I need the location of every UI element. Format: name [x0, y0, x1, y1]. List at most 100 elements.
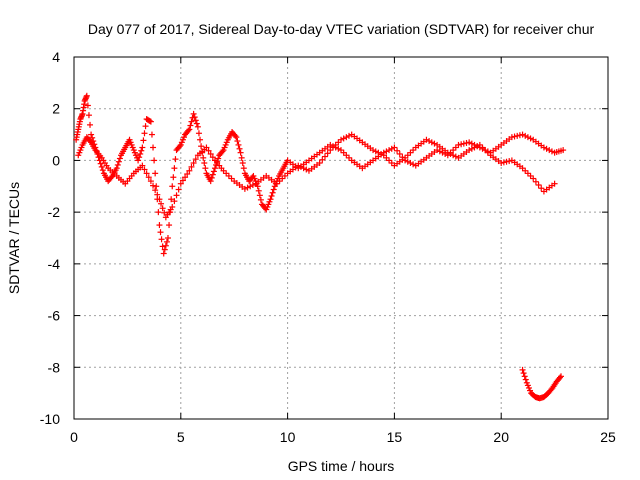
data-point-track-b	[152, 187, 159, 194]
plot-border	[73, 56, 609, 420]
data-point-track-b	[182, 174, 189, 181]
data-point-track-a	[153, 183, 160, 190]
data-point-track-a	[410, 161, 417, 168]
data-point-track-a	[198, 143, 205, 150]
y-tick-label: 4	[52, 49, 60, 65]
data-point-track-a	[257, 196, 264, 203]
data-point-track-a	[187, 122, 194, 129]
chart-title: Day 077 of 2017, Sidereal Day-to-day VTE…	[88, 21, 595, 37]
data-point-track-a	[466, 139, 473, 146]
data-point-track-a	[166, 222, 173, 229]
data-point-track-b	[426, 138, 433, 145]
data-point-track-a	[115, 158, 122, 165]
data-point-track-a	[215, 155, 222, 162]
x-tick-label: 20	[493, 429, 509, 445]
y-tick-label: 0	[52, 152, 60, 168]
data-point-track-b	[530, 175, 537, 182]
data-point-track-b	[177, 180, 184, 187]
data-point-track-a	[236, 145, 243, 152]
data-point-track-b	[468, 145, 475, 152]
data-point-track-a	[388, 145, 395, 152]
data-point-track-b	[343, 134, 350, 141]
data-point-track-a	[142, 123, 149, 130]
data-point-track-a	[234, 138, 241, 145]
data-point-track-b	[532, 178, 539, 185]
x-tick-label: 25	[600, 429, 616, 445]
data-point-track-a	[404, 158, 411, 165]
data-point-track-a	[84, 102, 91, 109]
data-point-track-b	[466, 147, 473, 154]
data-point-track-b	[190, 160, 197, 167]
data-point-track-a	[210, 168, 217, 175]
data-point-track-b	[535, 181, 542, 188]
y-tick-label: 2	[52, 101, 60, 117]
data-point-track-b	[471, 144, 478, 151]
data-point-track-a	[193, 120, 200, 127]
data-point-track-a	[527, 135, 534, 142]
data-point-track-a	[237, 149, 244, 156]
data-point-track-a	[135, 157, 142, 164]
data-point-track-a	[209, 171, 216, 178]
data-point-track-a	[197, 136, 204, 143]
data-point-track-a	[151, 157, 158, 164]
data-point-track-a	[89, 134, 96, 141]
data-point-track-a	[98, 163, 105, 170]
data-point-track-b	[447, 150, 454, 157]
data-point-track-a	[238, 154, 245, 161]
data-point-track-a	[201, 160, 208, 167]
data-point-track-a	[108, 174, 115, 181]
x-tick-label: 0	[70, 429, 78, 445]
data-point-track-a	[407, 160, 414, 167]
data-point-track-c	[521, 373, 528, 380]
y-tick-label: -6	[48, 308, 61, 324]
data-point-track-a	[386, 147, 393, 154]
data-marks	[73, 92, 567, 402]
data-point-track-a	[147, 118, 154, 125]
data-point-track-a	[97, 160, 104, 167]
data-point-track-b	[346, 132, 353, 139]
data-point-track-b	[158, 200, 165, 207]
data-point-track-a	[267, 196, 274, 203]
data-point-track-a	[208, 174, 215, 181]
data-point-track-a	[141, 130, 148, 137]
data-point-track-a	[164, 235, 171, 241]
data-point-track-a	[140, 137, 147, 144]
data-point-track-a	[172, 156, 179, 163]
data-point-track-a	[85, 112, 92, 119]
data-point-track-b	[319, 156, 326, 163]
y-axis-label: SDTVAR / TECUs	[6, 182, 22, 294]
data-point-track-a	[211, 165, 218, 172]
grid	[74, 57, 608, 419]
data-point-track-b	[503, 158, 510, 165]
x-axis-label: GPS time / hours	[288, 458, 395, 474]
data-point-track-c	[522, 376, 529, 383]
data-point-track-a	[176, 143, 183, 150]
data-point-track-b	[147, 178, 154, 185]
data-point-track-a	[202, 165, 209, 172]
data-point-track-b	[321, 153, 328, 160]
data-point-track-b	[241, 185, 248, 192]
data-point-track-a	[190, 110, 197, 117]
data-point-track-b	[452, 153, 459, 160]
data-point-track-b	[179, 177, 186, 184]
data-point-track-b	[150, 182, 157, 189]
data-point-track-b	[450, 152, 457, 159]
data-point-track-b	[186, 167, 193, 174]
data-point-track-a	[83, 92, 90, 99]
data-point-track-a	[171, 165, 178, 172]
data-point-track-a	[540, 144, 547, 151]
data-point-track-b	[538, 185, 545, 192]
data-point-track-a	[170, 174, 177, 181]
data-point-track-a	[169, 183, 176, 190]
data-point-track-a	[522, 132, 529, 139]
data-point-track-a	[219, 148, 226, 155]
data-point-track-b	[247, 183, 254, 190]
data-point-track-a	[394, 147, 401, 154]
data-point-track-b	[474, 143, 481, 150]
data-point-track-a	[139, 144, 146, 151]
data-point-track-b	[159, 205, 166, 212]
data-point-track-a	[524, 134, 531, 141]
data-point-track-a	[162, 242, 169, 249]
data-point-track-a	[88, 131, 95, 138]
